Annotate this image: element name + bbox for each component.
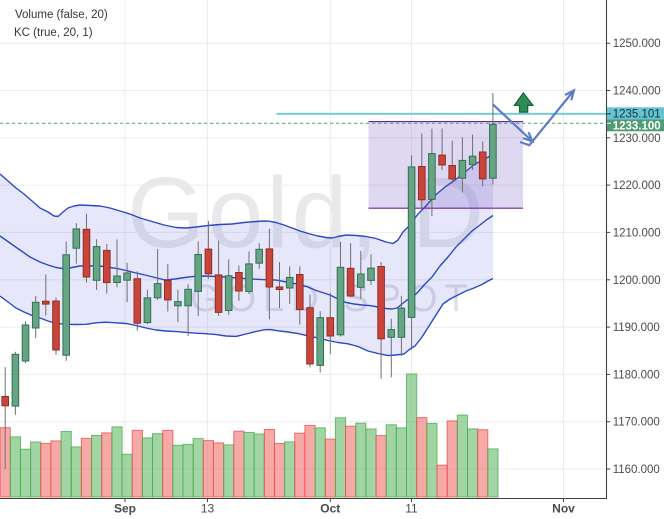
svg-text:1210.000: 1210.000 [613,227,661,239]
svg-text:1190.000: 1190.000 [613,322,660,334]
svg-text:1233.100: 1233.100 [613,120,661,132]
svg-text:1220.000: 1220.000 [613,180,661,192]
svg-text:1235.101: 1235.101 [613,109,661,121]
svg-text:1160.000: 1160.000 [613,464,660,476]
svg-text:Sep: Sep [114,502,136,516]
svg-text:1250.000: 1250.000 [613,38,661,50]
svg-text:1170.000: 1170.000 [613,417,660,429]
svg-text:13: 13 [201,502,215,516]
svg-text:Volume (false, 20): Volume (false, 20) [15,9,108,21]
svg-text:11: 11 [405,502,418,516]
svg-text:1240.000: 1240.000 [613,86,661,98]
svg-text:1180.000: 1180.000 [613,369,660,381]
svg-text:KC (true, 20, 1): KC (true, 20, 1) [14,27,93,39]
svg-text:Nov: Nov [552,502,575,516]
svg-text:1200.000: 1200.000 [613,275,661,287]
svg-text:1230.000: 1230.000 [613,133,661,145]
svg-text:Oct: Oct [320,502,340,516]
